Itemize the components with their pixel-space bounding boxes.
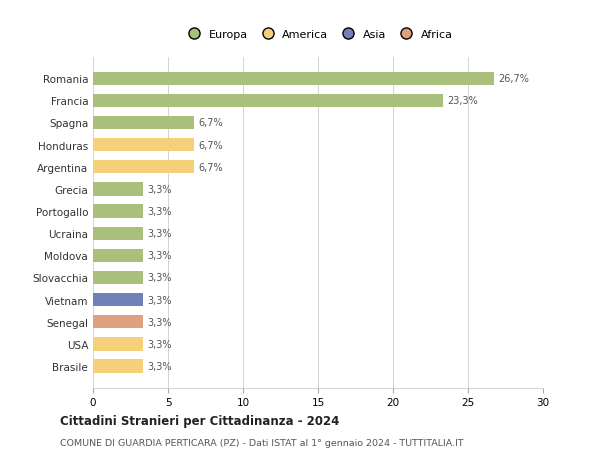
Text: 3,3%: 3,3% <box>147 207 172 217</box>
Text: 23,3%: 23,3% <box>447 96 478 106</box>
Text: 3,3%: 3,3% <box>147 251 172 261</box>
Bar <box>93 337 143 351</box>
Bar <box>93 227 143 241</box>
Text: COMUNE DI GUARDIA PERTICARA (PZ) - Dati ISTAT al 1° gennaio 2024 - TUTTITALIA.IT: COMUNE DI GUARDIA PERTICARA (PZ) - Dati … <box>60 438 464 447</box>
Text: 3,3%: 3,3% <box>147 185 172 195</box>
Bar <box>93 73 493 86</box>
Legend: Europa, America, Asia, Africa: Europa, America, Asia, Africa <box>183 30 453 40</box>
Text: 3,3%: 3,3% <box>147 339 172 349</box>
Bar <box>93 117 193 130</box>
Bar <box>93 183 143 196</box>
Text: Cittadini Stranieri per Cittadinanza - 2024: Cittadini Stranieri per Cittadinanza - 2… <box>60 414 340 428</box>
Text: 3,3%: 3,3% <box>147 229 172 239</box>
Text: 3,3%: 3,3% <box>147 361 172 371</box>
Bar <box>93 359 143 373</box>
Bar <box>93 95 443 108</box>
Text: 6,7%: 6,7% <box>198 162 223 173</box>
Bar <box>93 315 143 329</box>
Text: 6,7%: 6,7% <box>198 118 223 128</box>
Text: 6,7%: 6,7% <box>198 140 223 150</box>
Text: 3,3%: 3,3% <box>147 317 172 327</box>
Bar <box>93 139 193 152</box>
Bar <box>93 293 143 307</box>
Bar <box>93 205 143 218</box>
Bar <box>93 161 193 174</box>
Bar <box>93 271 143 285</box>
Bar <box>93 249 143 263</box>
Text: 3,3%: 3,3% <box>147 273 172 283</box>
Text: 3,3%: 3,3% <box>147 295 172 305</box>
Text: 26,7%: 26,7% <box>498 74 529 84</box>
